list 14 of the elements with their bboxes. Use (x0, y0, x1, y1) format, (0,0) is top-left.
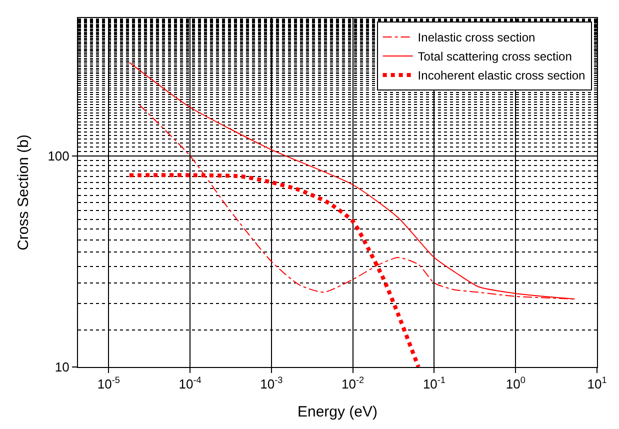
y-axis-title: Cross Section (b) (14, 134, 32, 250)
x-tick-label: 10$^{-2}$ (342, 375, 364, 392)
x-axis-title: Energy (eV) (297, 404, 378, 421)
x-tick-label: 10$^{1}$ (587, 375, 607, 392)
legend-label: Inelastic cross section (418, 30, 536, 45)
x-tick-label: 10$^{-1}$ (422, 375, 446, 392)
x-tick-label: 10$^{-5}$ (97, 375, 120, 392)
x-tick-label: 10$^{-3}$ (260, 375, 283, 392)
y-tick-label: 100 (48, 148, 70, 164)
y-tick-label: 10 (54, 360, 70, 375)
legend-label: Total scattering cross section (418, 50, 572, 64)
legend-label: Incoherent elastic cross section (418, 68, 586, 83)
x-tick-label: 10$^{-4}$ (178, 375, 202, 392)
x-tick-label: 10$^{0}$ (506, 375, 526, 392)
